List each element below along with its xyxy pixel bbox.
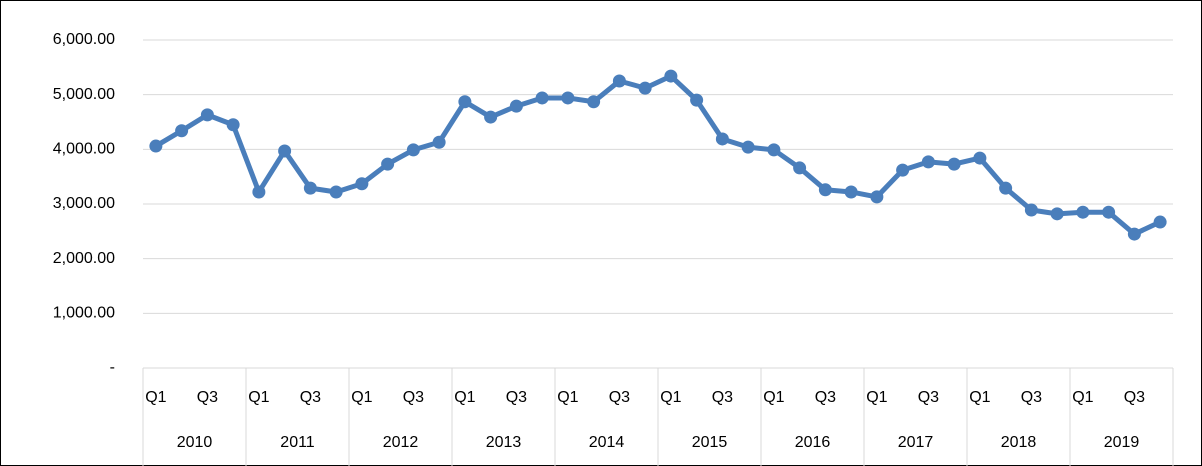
- x-tick-label: Q3: [197, 389, 218, 406]
- marker: [767, 143, 781, 157]
- x-tick-label: Q3: [609, 389, 630, 406]
- x-tick-label: Q1: [145, 389, 166, 406]
- marker: [973, 151, 987, 165]
- marker: [999, 181, 1013, 195]
- x-tick-label: Q3: [1021, 389, 1042, 406]
- marker: [535, 91, 549, 105]
- marker: [149, 139, 163, 153]
- x-group-label: 2017: [898, 434, 934, 451]
- marker: [381, 157, 395, 171]
- x-group-label: 2012: [383, 434, 419, 451]
- marker: [741, 140, 755, 154]
- y-tick-label: 6,000.00: [53, 31, 115, 48]
- x-tick-label: Q3: [300, 389, 321, 406]
- marker: [921, 155, 935, 169]
- marker: [561, 91, 575, 105]
- x-group-label: 2011: [280, 434, 315, 451]
- marker: [200, 108, 214, 122]
- marker: [793, 161, 807, 175]
- marker: [612, 74, 626, 88]
- marker: [587, 95, 601, 109]
- marker: [509, 99, 523, 113]
- marker: [458, 95, 472, 109]
- marker: [484, 110, 498, 124]
- marker: [638, 81, 652, 95]
- x-tick-label: Q1: [969, 389, 990, 406]
- marker: [947, 157, 961, 171]
- marker: [690, 93, 704, 107]
- marker: [844, 185, 858, 199]
- marker: [896, 163, 910, 177]
- marker: [818, 183, 832, 197]
- x-tick-label: Q3: [403, 389, 424, 406]
- x-tick-label: Q1: [454, 389, 475, 406]
- x-tick-label: Q1: [1072, 389, 1093, 406]
- marker: [1127, 227, 1141, 241]
- marker: [870, 190, 884, 204]
- x-tick-label: Q1: [660, 389, 681, 406]
- x-tick-label: Q3: [506, 389, 527, 406]
- y-tick-label: 2,000.00: [53, 250, 115, 267]
- y-tick-label: 5,000.00: [53, 86, 115, 103]
- y-tick-label: 4,000.00: [53, 141, 115, 158]
- x-group-label: 2019: [1104, 434, 1140, 451]
- marker: [1102, 205, 1116, 219]
- marker: [252, 185, 266, 199]
- x-tick-label: Q3: [815, 389, 836, 406]
- marker: [715, 132, 729, 146]
- x-tick-label: Q3: [918, 389, 939, 406]
- marker: [329, 185, 343, 199]
- marker: [1076, 205, 1090, 219]
- marker: [175, 124, 189, 138]
- y-tick-label: 3,000.00: [53, 195, 115, 212]
- marker: [303, 181, 317, 195]
- marker: [406, 143, 420, 157]
- marker: [1050, 207, 1064, 221]
- x-group-label: 2014: [589, 434, 625, 451]
- line: [154, 73, 1162, 237]
- x-group-label: 2010: [177, 434, 213, 451]
- x-group-label: 2013: [486, 434, 522, 451]
- marker: [355, 177, 369, 191]
- y-tick-label: -: [110, 359, 115, 376]
- marker: [432, 135, 446, 149]
- x-tick-label: Q1: [248, 389, 269, 406]
- x-tick-label: Q1: [557, 389, 578, 406]
- y-tick-label: 1,000.00: [53, 305, 115, 322]
- marker: [1153, 215, 1167, 229]
- x-tick-label: Q3: [1124, 389, 1145, 406]
- x-group-label: 2016: [795, 434, 831, 451]
- x-tick-label: Q1: [763, 389, 784, 406]
- marker: [278, 144, 292, 158]
- marker: [664, 69, 678, 83]
- x-tick-label: Q1: [351, 389, 372, 406]
- x-tick-label: Q3: [712, 389, 733, 406]
- marker: [1024, 203, 1038, 217]
- x-group-label: 2015: [692, 434, 728, 451]
- marker: [226, 118, 240, 132]
- x-tick-label: Q1: [866, 389, 887, 406]
- x-group-label: 2018: [1001, 434, 1037, 451]
